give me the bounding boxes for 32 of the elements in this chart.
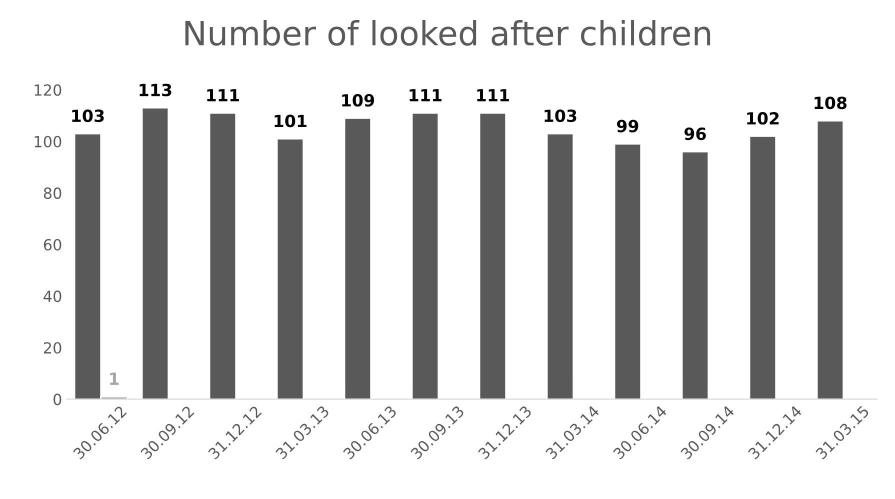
data-label: 101 [274, 114, 306, 128]
y-tick-label: 20 [44, 342, 62, 354]
bar [411, 112, 440, 400]
y-tick-label: 100 [34, 136, 62, 148]
data-label: 111 [410, 89, 442, 102]
data-label: 103 [72, 109, 104, 122]
y-tick-label: 0 [54, 394, 62, 406]
data-label: 1 [110, 372, 119, 385]
bar [681, 151, 710, 400]
bar [141, 107, 170, 400]
data-label: 108 [814, 96, 847, 110]
y-tick-label: 60 [44, 238, 62, 251]
data-label: 109 [342, 94, 374, 107]
data-label: 96 [684, 128, 706, 140]
bar [276, 138, 304, 400]
bar [748, 136, 777, 400]
data-label: 113 [140, 84, 172, 96]
bar [546, 132, 574, 400]
y-tick-label: 40 [44, 290, 62, 302]
data-label: 103 [544, 109, 576, 122]
y-tick-label: 120 [34, 84, 62, 96]
chart-title: Number of looked after children [185, 20, 710, 46]
bar [344, 117, 372, 400]
bar [816, 120, 844, 400]
data-label: 111 [477, 89, 509, 102]
data-label: 99 [616, 120, 638, 132]
bar [478, 112, 507, 400]
bar [614, 143, 642, 400]
data-label: 102 [747, 112, 779, 125]
bar [208, 112, 237, 400]
data-label: 111 [207, 89, 239, 102]
y-tick-label: 80 [44, 187, 62, 199]
